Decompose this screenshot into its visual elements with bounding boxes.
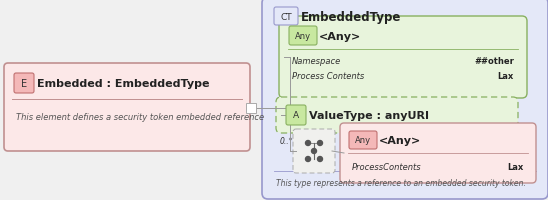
FancyBboxPatch shape (293, 129, 335, 173)
FancyBboxPatch shape (340, 123, 536, 183)
Text: Any: Any (355, 136, 371, 145)
FancyBboxPatch shape (276, 98, 518, 133)
Text: Process Contents: Process Contents (292, 72, 364, 81)
Bar (246, 103, 256, 113)
Text: CT: CT (280, 12, 292, 21)
Text: <Any>: <Any> (379, 135, 421, 145)
FancyBboxPatch shape (262, 0, 548, 199)
Circle shape (311, 149, 317, 154)
Circle shape (305, 157, 311, 162)
Circle shape (317, 141, 323, 146)
FancyBboxPatch shape (4, 64, 250, 151)
Text: 0..*: 0..* (279, 136, 293, 145)
Text: Embedded : EmbeddedType: Embedded : EmbeddedType (37, 79, 209, 89)
Text: This element defines a security token embedded reference: This element defines a security token em… (16, 113, 264, 122)
Text: EmbeddedType: EmbeddedType (301, 10, 401, 23)
Text: A: A (293, 111, 299, 120)
Text: Lax: Lax (508, 163, 524, 172)
Text: <Any>: <Any> (319, 31, 361, 41)
Text: Any: Any (295, 32, 311, 41)
FancyBboxPatch shape (279, 17, 527, 99)
FancyBboxPatch shape (286, 105, 306, 125)
FancyBboxPatch shape (274, 8, 298, 26)
Text: Namespace: Namespace (292, 57, 341, 66)
FancyBboxPatch shape (349, 131, 377, 149)
Text: ValueType : anyURI: ValueType : anyURI (309, 110, 429, 120)
Circle shape (317, 157, 323, 162)
Text: E: E (21, 79, 27, 89)
Text: ##other: ##other (474, 57, 514, 66)
FancyBboxPatch shape (14, 74, 34, 94)
Text: Lax: Lax (498, 72, 514, 81)
FancyBboxPatch shape (289, 27, 317, 46)
Circle shape (305, 141, 311, 146)
Text: This type represents a reference to an embedded security token.: This type represents a reference to an e… (276, 179, 526, 188)
Text: ProcessContents: ProcessContents (352, 163, 421, 172)
